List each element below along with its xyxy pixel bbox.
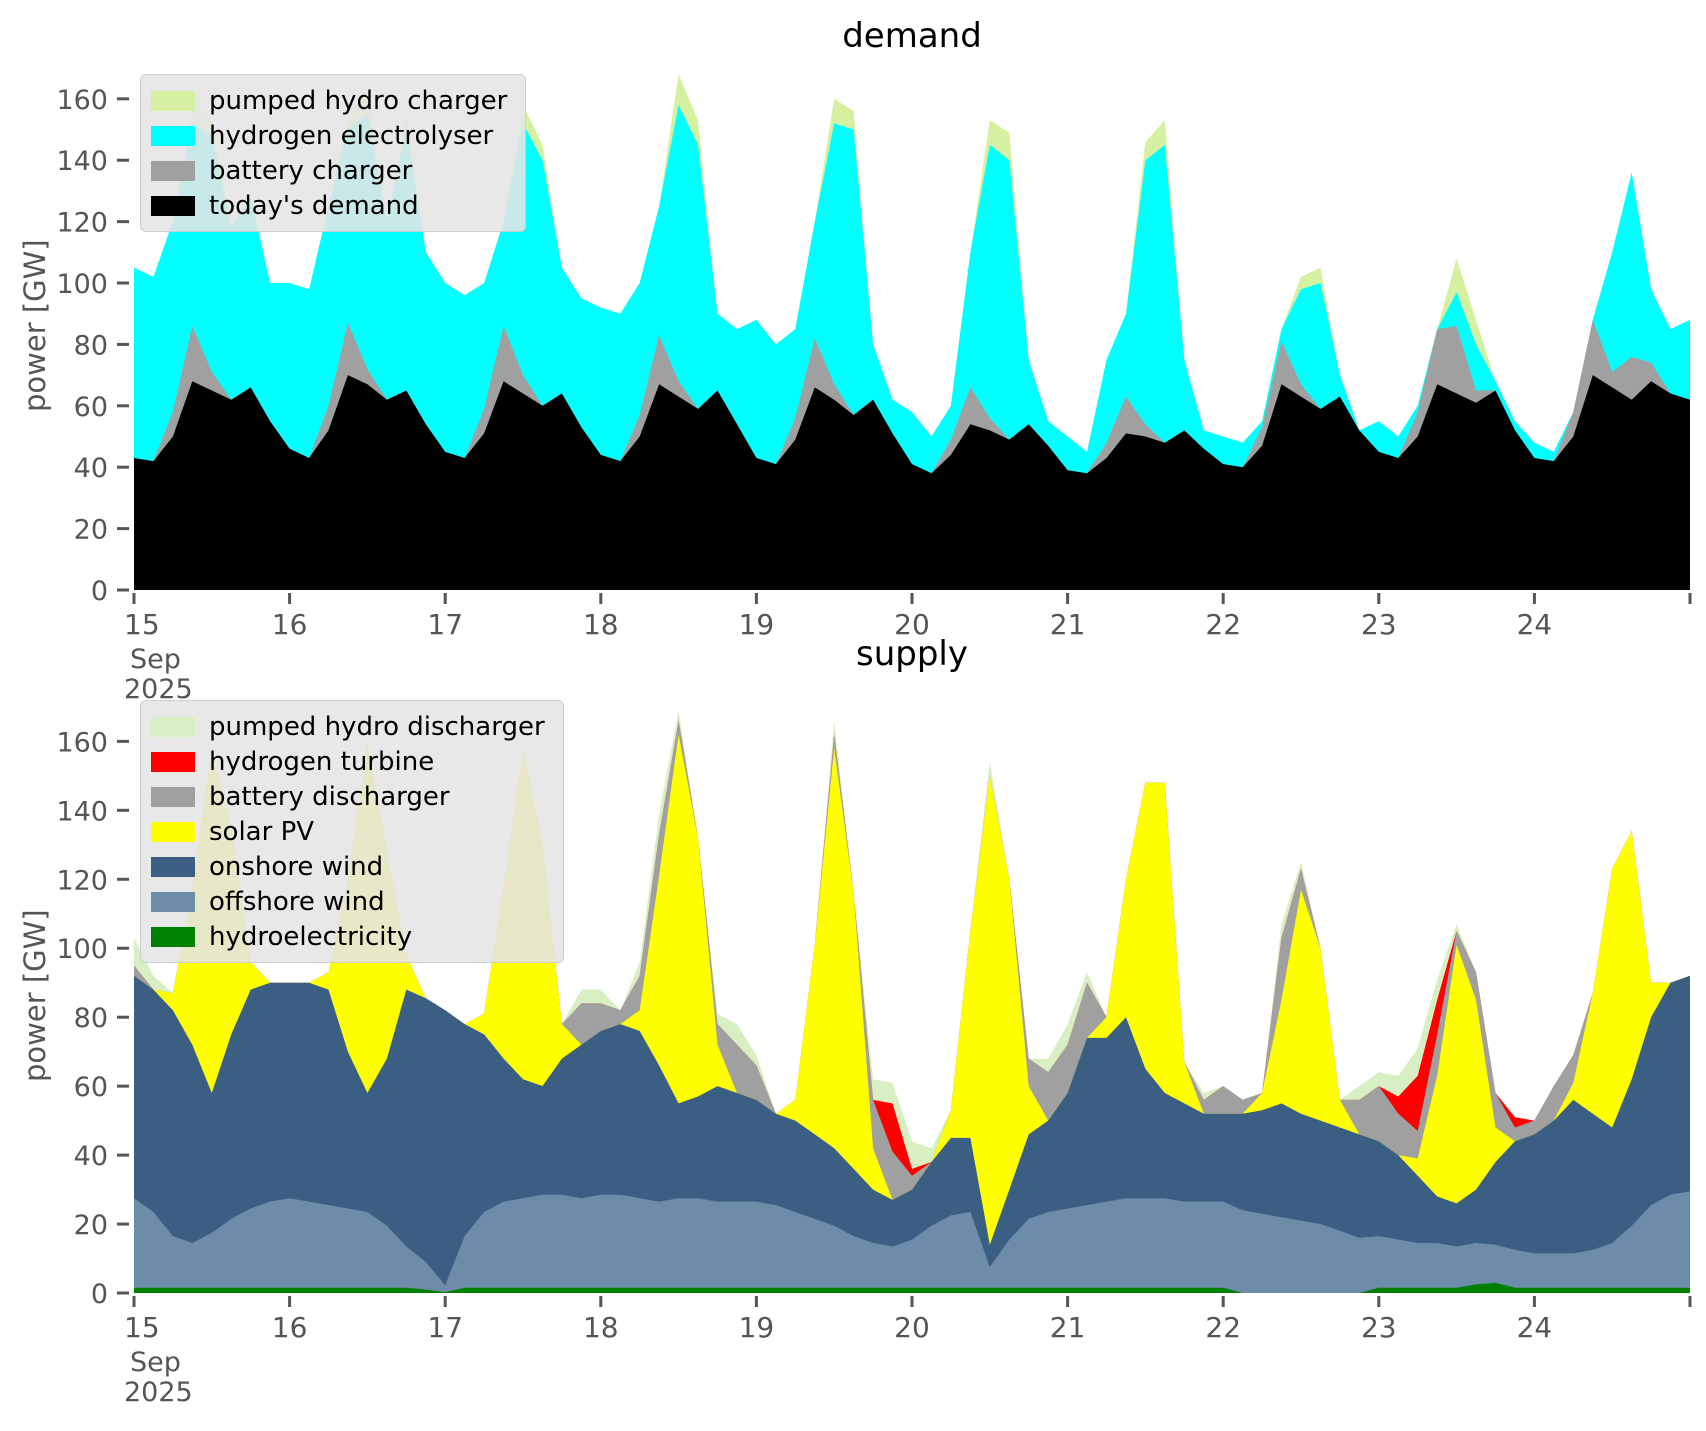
legend-swatch: [151, 856, 195, 877]
x-tick-label: 22: [1205, 608, 1241, 641]
y-tick-label: 60: [74, 392, 108, 423]
y-tick-label: 160: [56, 727, 108, 758]
legend-item-battery-discharger: battery discharger: [151, 779, 545, 814]
y-tick-label: 120: [56, 208, 108, 239]
legend-label: hydrogen electrolyser: [209, 120, 494, 151]
legend-label: onshore wind: [209, 851, 384, 882]
legend-item-pumped-hydro-discharger: pumped hydro discharger: [151, 709, 545, 744]
x-axis-month-label: Sep: [130, 1347, 181, 1378]
y-tick-label: 0: [91, 1279, 108, 1310]
y-tick-label: 120: [56, 865, 108, 896]
x-tick-label: 21: [1050, 608, 1086, 641]
legend-label: pumped hydro discharger: [209, 711, 545, 742]
legend-swatch: [151, 90, 195, 111]
x-tick-label: 15: [124, 608, 160, 641]
legend-label: battery discharger: [209, 781, 450, 812]
legend-item-pumped-hydro-charger: pumped hydro charger: [151, 83, 507, 118]
x-tick-label: 20: [894, 1311, 930, 1344]
x-axis-year-label: 2025: [124, 1377, 193, 1408]
y-tick-label: 160: [56, 85, 108, 116]
legend-swatch: [151, 716, 195, 737]
legend-label: pumped hydro charger: [209, 85, 508, 116]
legend-label: hydroelectricity: [209, 921, 413, 952]
x-tick-label: 23: [1361, 608, 1397, 641]
y-tick-label: 0: [91, 576, 108, 607]
legend-item-onshore-wind: onshore wind: [151, 849, 545, 884]
x-axis-year-label: 2025: [124, 674, 193, 705]
legend-swatch: [151, 160, 195, 181]
demand-legend: pumped hydro charger hydrogen electrolyse…: [140, 74, 527, 232]
area-offshore-wind: [134, 1191, 1690, 1293]
legend-label: today's demand: [209, 190, 419, 221]
x-tick-label: 17: [427, 1311, 463, 1344]
legend-label: battery charger: [209, 155, 413, 186]
demand-chart-title: demand: [842, 16, 982, 56]
x-tick-label: 21: [1050, 1311, 1086, 1344]
y-tick-label: 80: [74, 330, 108, 361]
y-tick-label: 60: [74, 1072, 108, 1103]
y-tick-label: 100: [56, 934, 108, 965]
y-tick-label: 80: [74, 1003, 108, 1034]
x-tick-label: 20: [894, 608, 930, 641]
legend-item-hydrogen-electrolyser: hydrogen electrolyser: [151, 118, 507, 153]
x-axis-month-label: Sep: [130, 644, 181, 675]
legend-label: hydrogen turbine: [209, 746, 435, 777]
x-tick-label: 17: [427, 608, 463, 641]
x-tick-label: 16: [272, 608, 308, 641]
x-tick-label: 24: [1517, 608, 1553, 641]
x-tick-label: 16: [272, 1311, 308, 1344]
demand-y-axis-label: power [GW]: [18, 239, 52, 412]
legend-item-solar-pv: solar PV: [151, 814, 545, 849]
legend-swatch: [151, 821, 195, 842]
x-tick-label: 18: [583, 608, 619, 641]
y-tick-label: 100: [56, 269, 108, 300]
y-tick-label: 20: [74, 515, 108, 546]
legend-item-hydrogen-turbine: hydrogen turbine: [151, 744, 545, 779]
y-tick-label: 40: [74, 1141, 108, 1172]
x-tick-label: 24: [1517, 1311, 1553, 1344]
supply-y-axis-label: power [GW]: [18, 909, 52, 1082]
legend-swatch: [151, 751, 195, 772]
legend-label: offshore wind: [209, 886, 385, 917]
area-hydroelectricity: [134, 1282, 1690, 1293]
y-tick-label: 20: [74, 1210, 108, 1241]
legend-swatch: [151, 926, 195, 947]
legend-item-offshore-wind: offshore wind: [151, 884, 545, 919]
y-tick-label: 40: [74, 453, 108, 484]
x-tick-label: 23: [1361, 1311, 1397, 1344]
x-tick-label: 18: [583, 1311, 619, 1344]
x-tick-label: 22: [1205, 1311, 1241, 1344]
area-today-s-demand: [134, 375, 1690, 590]
legend-label: solar PV: [209, 816, 315, 847]
x-tick-label: 19: [739, 608, 775, 641]
legend-item-hydroelectricity: hydroelectricity: [151, 919, 545, 954]
legend-item-battery-charger: battery charger: [151, 153, 507, 188]
legend-swatch: [151, 125, 195, 146]
supply-legend: pumped hydro discharger hydrogen turbine b…: [140, 700, 564, 963]
legend-swatch: [151, 786, 195, 807]
x-tick-label: 19: [739, 1311, 775, 1344]
y-tick-label: 140: [56, 796, 108, 827]
x-tick-label: 15: [124, 1311, 160, 1344]
supply-chart-title: supply: [856, 634, 968, 674]
legend-swatch: [151, 195, 195, 216]
legend-swatch: [151, 891, 195, 912]
y-tick-label: 140: [56, 146, 108, 177]
legend-item-today-s-demand: today's demand: [151, 188, 507, 223]
